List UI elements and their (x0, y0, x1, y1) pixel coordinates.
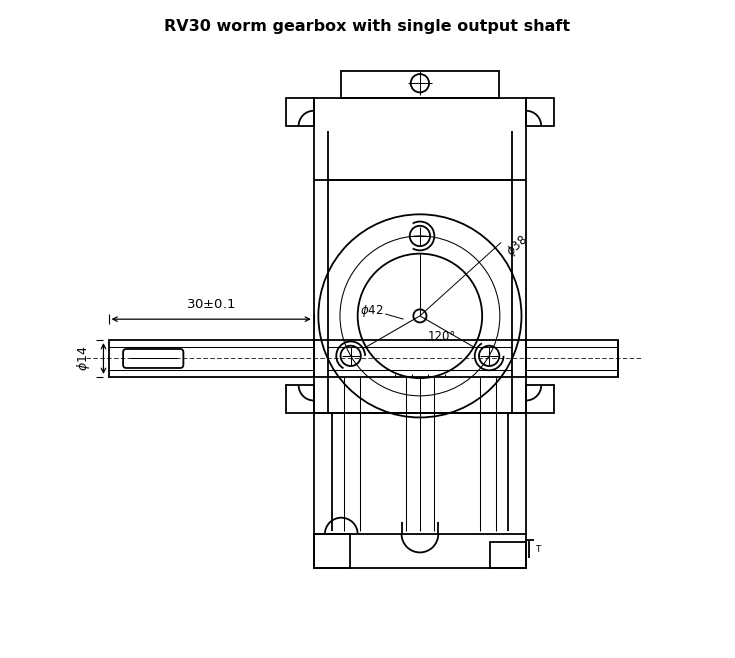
Bar (109, 340, 314, 377)
Text: 30$\pm$0.1: 30$\pm$0.1 (186, 298, 236, 311)
Bar (314, 98, 526, 413)
Bar (286, 98, 314, 126)
Text: RV30 worm gearbox with single output shaft: RV30 worm gearbox with single output sha… (165, 19, 570, 34)
Bar (286, 386, 314, 413)
Bar (314, 534, 526, 568)
Bar (526, 340, 618, 377)
Bar (526, 386, 553, 413)
Text: $\phi$14: $\phi$14 (75, 345, 92, 371)
Text: T: T (535, 545, 541, 553)
Text: $\phi$42: $\phi$42 (360, 303, 384, 318)
Bar (526, 98, 553, 126)
Text: $\phi$38: $\phi$38 (503, 232, 531, 260)
Bar (490, 542, 526, 568)
Text: 120°: 120° (428, 330, 456, 343)
Bar (341, 71, 498, 98)
Bar (314, 534, 350, 568)
